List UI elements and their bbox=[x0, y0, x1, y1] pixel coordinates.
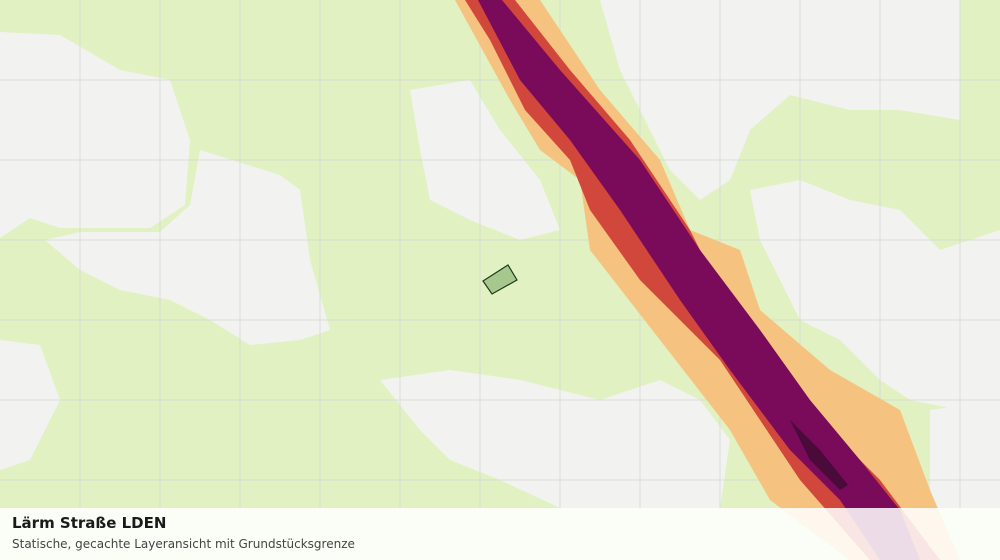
land-patch bbox=[45, 150, 330, 345]
caption-bar: Lärm Straße LDEN Statische, gecachte Lay… bbox=[0, 508, 1000, 560]
noise-zone-max bbox=[790, 420, 848, 490]
land-patch bbox=[0, 340, 60, 470]
land-patch bbox=[600, 0, 960, 200]
noise-zone-high bbox=[478, 0, 920, 560]
land-patch bbox=[0, 32, 190, 238]
land-patch bbox=[380, 370, 730, 508]
layer-subtitle: Statische, gecachte Layeransicht mit Gru… bbox=[12, 537, 355, 551]
land-patch bbox=[930, 400, 1000, 508]
parcel-boundary bbox=[482, 264, 518, 295]
open-land bbox=[0, 0, 1000, 508]
land-patch bbox=[750, 180, 1000, 410]
layer-title: Lärm Straße LDEN bbox=[12, 514, 167, 532]
